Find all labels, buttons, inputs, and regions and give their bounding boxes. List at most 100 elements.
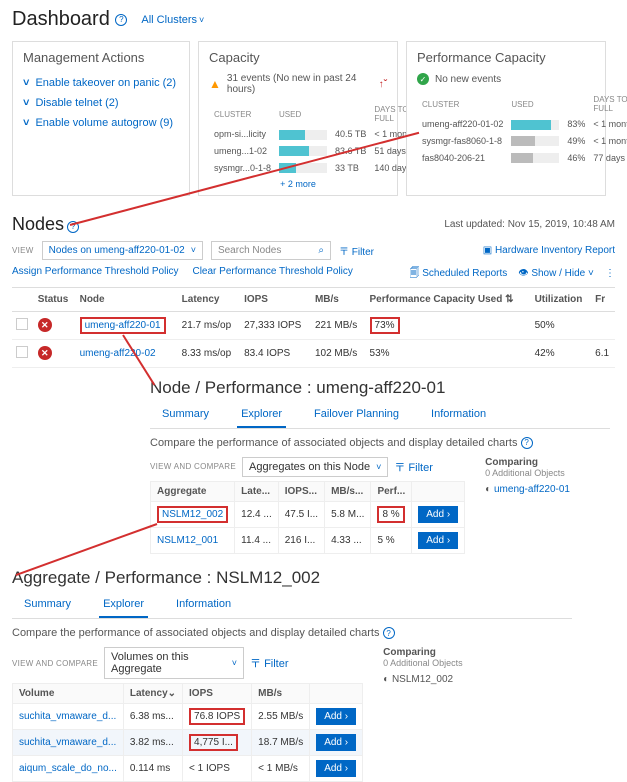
column-header[interactable]	[412, 481, 465, 501]
volumes-table: VolumeLatency⌄IOPSMB/s suchita_vmaware_d…	[12, 683, 363, 782]
assign-policy-link[interactable]: Assign Performance Threshold Policy	[12, 266, 179, 277]
column-header[interactable]: IOPS...	[278, 481, 324, 501]
aggregate-performance-panel: Aggregate / Performance : NSLM12_002 Sum…	[12, 564, 572, 782]
capacity-panel: Capacity ▲ 31 events (No new in past 24 …	[198, 41, 398, 196]
view-compare-label: VIEW AND COMPARE	[12, 659, 98, 668]
mgmt-item[interactable]: Disable telnet (2)	[23, 93, 179, 113]
comparing-item[interactable]: umeng-aff220-01	[494, 484, 570, 495]
scheduled-reports-link[interactable]: 🗐 Scheduled Reports	[409, 268, 507, 279]
add-button[interactable]: Add ›	[418, 532, 458, 549]
search-icon: ⌕	[318, 245, 324, 256]
filter-button[interactable]: 〒 Filter	[394, 459, 433, 475]
clusters-dropdown[interactable]: All Clusters˅	[141, 14, 204, 26]
help-icon[interactable]: ?	[383, 627, 395, 639]
column-header[interactable]: Volume	[13, 684, 124, 704]
add-button[interactable]: Add ›	[316, 708, 356, 725]
column-header[interactable]: Latency⌄	[123, 684, 182, 704]
table-row[interactable]: NSLM12_00111.4 ...216 I...4.33 ...5 % Ad…	[151, 527, 465, 553]
tab[interactable]: Information	[427, 402, 490, 428]
table-row: umeng-aff220-01-02 83%< 1 month	[419, 117, 627, 132]
tab[interactable]: Summary	[20, 592, 75, 618]
column-header[interactable]	[310, 684, 363, 704]
column-header[interactable]: Status	[34, 287, 76, 311]
column-header[interactable]: Aggregate	[151, 481, 235, 501]
panel-title: Capacity	[209, 50, 387, 65]
mgmt-item[interactable]: Enable volume autogrow (9)	[23, 113, 179, 133]
comparing-item: NSLM12_002	[392, 674, 453, 685]
node-performance-panel: Node / Performance : umeng-aff220-01 Sum…	[150, 374, 610, 554]
add-button[interactable]: Add ›	[418, 506, 458, 523]
column-header[interactable]: Late...	[235, 481, 279, 501]
tab[interactable]: Failover Planning	[310, 402, 403, 428]
mgmt-item[interactable]: Enable takeover on panic (2)	[23, 73, 179, 93]
table-row[interactable]: suchita_vmaware_d...3.82 ms...4,775 I...…	[13, 730, 363, 756]
table-row[interactable]: NSLM12_00212.4 ...47.5 I...5.8 M...8 % A…	[151, 501, 465, 527]
nodes-toolbar: VIEW Nodes on umeng-aff220-01-02˅ Search…	[0, 239, 627, 262]
column-header[interactable]: MB/s	[311, 287, 366, 311]
help-icon[interactable]: ?	[115, 14, 127, 26]
column-header[interactable]: Node	[76, 287, 178, 311]
view-compare-label: VIEW AND COMPARE	[150, 462, 236, 471]
status-error-icon: ✕	[38, 346, 52, 360]
show-hide-link[interactable]: 👁 Show / Hide ˅	[518, 268, 593, 279]
column-header[interactable]: Performance Capacity Used ⇅	[366, 287, 531, 311]
column-header[interactable]: Utilization	[531, 287, 592, 311]
comparing-panel: Comparing 0 Additional Objects ◐ NSLM12_…	[383, 647, 463, 685]
perfcap-events: ✓ No new events	[417, 73, 595, 85]
more-link[interactable]: + 2 more	[209, 177, 387, 189]
row-checkbox[interactable]	[16, 346, 28, 358]
hw-report-link[interactable]: ▣ Hardware Inventory Report	[483, 245, 615, 256]
expand-icon[interactable]: ↑ˇ	[379, 79, 387, 90]
table-row[interactable]: ✕ umeng-aff220-0121.7 ms/op27,333 IOPS22…	[12, 311, 615, 339]
table-row[interactable]: ✕ umeng-aff220-028.33 ms/op83.4 IOPS102 …	[12, 339, 615, 367]
column-header[interactable]: MB/s	[252, 684, 310, 704]
panel-title: Management Actions	[23, 50, 179, 65]
table-row: fas8040-206-21 46%77 days	[419, 150, 627, 165]
row-checkbox[interactable]	[16, 318, 28, 330]
column-header[interactable]: IOPS	[183, 684, 252, 704]
chevron-down-icon: ˅	[191, 245, 196, 255]
add-button[interactable]: Add ›	[316, 760, 356, 777]
aggregates-table: AggregateLate...IOPS...MB/s...Perf... NS…	[150, 481, 465, 554]
aggregates-dropdown[interactable]: Aggregates on this Node˅	[242, 457, 388, 477]
search-input[interactable]: Search Nodes ⌕	[211, 241, 331, 260]
table-row: sysmgr-fas8060-1-8 49%< 1 month	[419, 134, 627, 149]
more-menu[interactable]: ⋮	[605, 268, 615, 279]
add-button[interactable]: Add ›	[316, 734, 356, 751]
detail-title: Aggregate / Performance : NSLM12_002	[12, 564, 572, 592]
table-row[interactable]: aiqum_scale_do_no...0.114 ms< 1 IOPS< 1 …	[13, 756, 363, 782]
column-header[interactable]: MB/s...	[325, 481, 371, 501]
chevron-down-icon: ˅	[199, 15, 204, 25]
tab[interactable]: Explorer	[99, 592, 148, 618]
page-title: Dashboard ?	[12, 8, 127, 31]
chevron-down-icon: ˅	[376, 462, 381, 472]
filter-button[interactable]: 〒 Filter	[339, 243, 374, 258]
filter-button[interactable]: 〒 Filter	[250, 655, 289, 671]
detail-title: Node / Performance : umeng-aff220-01	[150, 374, 610, 402]
perfcap-table: CLUSTER USED DAYS TO FULL umeng-aff220-0…	[417, 91, 627, 167]
status-error-icon: ✕	[38, 318, 52, 332]
column-header[interactable]: Latency	[178, 287, 240, 311]
nodes-header: Nodes ? Last updated: Nov 15, 2019, 10:4…	[0, 210, 627, 239]
tab[interactable]: Information	[172, 592, 235, 618]
column-header[interactable]: IOPS	[240, 287, 311, 311]
clear-policy-link[interactable]: Clear Performance Threshold Policy	[192, 266, 352, 277]
management-actions-panel: Management Actions Enable takeover on pa…	[12, 41, 190, 196]
ok-icon: ✓	[417, 73, 429, 85]
column-header[interactable]: Fr	[591, 287, 615, 311]
view-label: VIEW	[12, 246, 34, 255]
column-header[interactable]: Perf...	[371, 481, 412, 501]
panel-title: Performance Capacity	[417, 50, 595, 65]
volumes-dropdown[interactable]: Volumes on this Aggregate˅	[104, 647, 244, 679]
tab[interactable]: Summary	[158, 402, 213, 428]
compare-desc: Compare the performance of associated ob…	[150, 429, 610, 457]
help-icon[interactable]: ?	[521, 437, 533, 449]
compare-desc: Compare the performance of associated ob…	[12, 619, 572, 647]
tab[interactable]: Explorer	[237, 402, 286, 428]
column-header[interactable]	[12, 287, 34, 311]
view-dropdown[interactable]: Nodes on umeng-aff220-01-02˅	[42, 241, 203, 260]
table-row[interactable]: suchita_vmaware_d...6.38 ms...76.8 IOPS2…	[13, 704, 363, 730]
section-title: Nodes	[12, 214, 64, 234]
dashboard-panels: Management Actions Enable takeover on pa…	[0, 35, 627, 196]
capacity-events: ▲ 31 events (No new in past 24 hours) ↑ˇ	[209, 73, 387, 95]
